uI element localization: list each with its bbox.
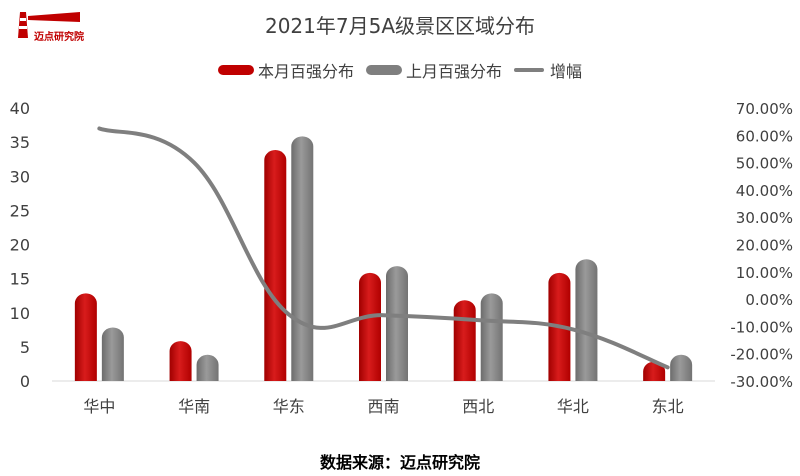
bar-previous (670, 354, 693, 381)
y-right-tick-label: 50.00% (736, 155, 793, 173)
bar-current (643, 361, 666, 381)
x-tick-label: 华北 (557, 397, 589, 416)
legend-label-previous: 上月百强分布 (405, 62, 502, 81)
legend-label-current: 本月百强分布 (257, 62, 354, 81)
bar-previous (291, 136, 314, 381)
y-left-tick-label: 35 (10, 133, 30, 152)
y-left-tick-label: 30 (10, 167, 30, 186)
y-left-tick-label: 10 (10, 304, 30, 323)
bar-current (169, 341, 192, 381)
x-tick-label: 华中 (83, 397, 115, 416)
growth-line (97, 126, 670, 370)
x-tick-label: 华东 (273, 397, 305, 416)
y-left-tick-label: 25 (10, 201, 30, 220)
y-right-tick-label: -10.00% (730, 318, 793, 336)
bar-current (264, 150, 287, 381)
x-tick-label: 西北 (462, 397, 494, 416)
x-tick-label: 华南 (178, 397, 210, 416)
y-right-tick-label: 70.00% (736, 100, 793, 118)
y-right-tick-label: 30.00% (736, 209, 793, 227)
y-left-tick-label: 20 (10, 236, 30, 255)
y-left-tick-label: 0 (20, 372, 30, 391)
y-right-tick-label: 40.00% (736, 182, 793, 200)
y-right-tick-label: 10.00% (736, 264, 793, 282)
source-text: 数据来源：迈点研究院 (319, 453, 480, 472)
legend-swatch-previous (365, 65, 402, 75)
legend-swatch-current (217, 65, 254, 75)
x-tick-label: 东北 (652, 397, 684, 416)
lighthouse-logo-icon (18, 12, 80, 38)
legend-item-growth: 增幅 (514, 58, 582, 82)
bar-current (359, 272, 381, 381)
bar-current (74, 293, 97, 381)
y-left-tick-label: 15 (10, 270, 30, 289)
logo: 迈点研究院 (14, 8, 84, 44)
y-right-tick-label: 20.00% (736, 237, 793, 255)
bar-previous (575, 259, 598, 381)
y-left-tick-label: 5 (20, 338, 30, 357)
x-tick-label: 西南 (367, 397, 399, 416)
bar-previous (196, 354, 219, 381)
legend-label-growth: 增幅 (550, 62, 583, 81)
legend-item-previous: 上月百强分布 (365, 58, 502, 82)
y-right-tick-label: -30.00% (730, 373, 793, 391)
logo-text: 迈点研究院 (34, 32, 84, 43)
y-right-tick-label: -20.00% (730, 346, 793, 364)
y-right-tick-label: 60.00% (736, 127, 793, 145)
legend: 本月百强分布 上月百强分布 增幅 (0, 58, 800, 82)
chart-title: 2021年7月5A级景区区域分布 (264, 14, 536, 38)
y-left-tick-label: 40 (10, 99, 30, 118)
bar-current (453, 300, 476, 381)
bar-previous (386, 266, 408, 381)
legend-item-current: 本月百强分布 (217, 58, 354, 82)
legend-swatch-growth (514, 68, 544, 72)
bar-previous (101, 327, 124, 381)
y-right-tick-label: 0.00% (745, 291, 793, 309)
bar-previous (480, 293, 503, 381)
